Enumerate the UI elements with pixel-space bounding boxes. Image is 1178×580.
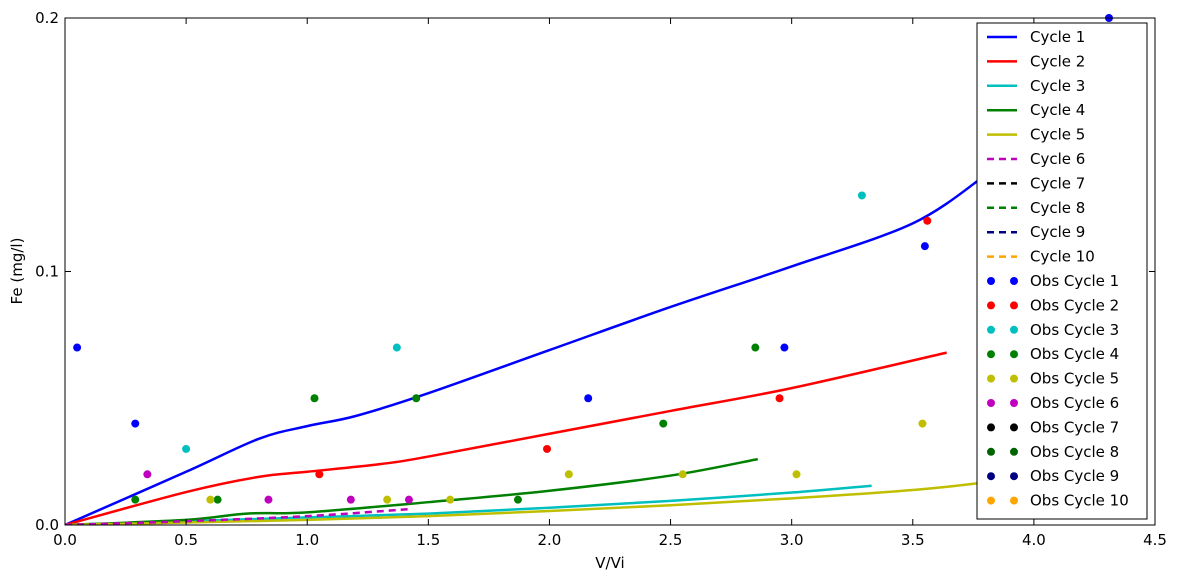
legend-label-obs-cycle-4: Obs Cycle 4 — [1030, 345, 1119, 363]
x-tick-label: 0.5 — [174, 531, 198, 549]
point-obs-cycle-6 — [404, 495, 413, 504]
x-tick-label: 2.5 — [659, 531, 683, 549]
point-obs-cycle-1 — [73, 343, 82, 352]
observations-layer — [73, 14, 1113, 504]
series-line-cycle-6 — [65, 507, 412, 525]
plot-background — [65, 18, 1155, 525]
point-obs-cycle-3 — [182, 444, 191, 453]
y-tick-label: 0.2 — [35, 9, 59, 27]
legend-label-obs-cycle-3: Obs Cycle 3 — [1030, 321, 1119, 339]
legend-swatch-obs-cycle-1 — [1010, 277, 1018, 285]
point-obs-cycle-1 — [780, 343, 789, 352]
point-obs-cycle-5 — [206, 495, 215, 504]
legend-swatch-obs-cycle-6 — [987, 399, 995, 407]
point-obs-cycle-2 — [923, 216, 932, 225]
point-obs-cycle-5 — [446, 495, 455, 504]
legend-label-cycle-6: Cycle 6 — [1030, 150, 1085, 168]
x-tick-label: 3.5 — [901, 531, 925, 549]
x-axis-label: V/Vi — [595, 554, 624, 572]
legend-swatch-obs-cycle-6 — [1010, 399, 1018, 407]
point-obs-cycle-4 — [751, 343, 760, 352]
point-obs-cycle-4 — [659, 419, 668, 428]
legend-label-cycle-7: Cycle 7 — [1030, 174, 1085, 192]
point-obs-cycle-6 — [346, 495, 355, 504]
x-tick-label: 0.0 — [53, 531, 77, 549]
legend-label-obs-cycle-6: Obs Cycle 6 — [1030, 394, 1119, 412]
legend-label-cycle-9: Cycle 9 — [1030, 223, 1085, 241]
legend-label-cycle-5: Cycle 5 — [1030, 126, 1085, 144]
point-obs-cycle-6 — [264, 495, 273, 504]
point-obs-cycle-1 — [920, 242, 929, 251]
legend-swatch-obs-cycle-8 — [1010, 447, 1018, 456]
legend-swatch-obs-cycle-4 — [1010, 350, 1018, 359]
point-obs-cycle-1 — [131, 419, 140, 428]
legend-label-cycle-8: Cycle 8 — [1030, 199, 1085, 217]
series-line-cycle-1 — [65, 174, 987, 525]
x-tick-label: 1.0 — [295, 531, 319, 549]
point-obs-cycle-5 — [564, 470, 573, 479]
point-obs-cycle-3 — [392, 343, 401, 352]
legend-swatch-obs-cycle-2 — [987, 301, 995, 310]
point-obs-cycle-4 — [131, 495, 140, 504]
legend-swatch-obs-cycle-3 — [1010, 325, 1018, 334]
point-obs-cycle-6 — [143, 470, 152, 479]
legend-label-cycle-4: Cycle 4 — [1030, 101, 1085, 119]
legend-label-obs-cycle-9: Obs Cycle 9 — [1030, 467, 1119, 485]
legend-label-obs-cycle-7: Obs Cycle 7 — [1030, 418, 1119, 436]
legend-swatch-obs-cycle-9 — [987, 472, 995, 481]
legend-label-obs-cycle-10: Obs Cycle 10 — [1030, 492, 1129, 510]
legend-swatch-obs-cycle-9 — [1010, 472, 1018, 481]
legend-swatch-obs-cycle-10 — [987, 496, 995, 505]
y-tick-label: 0.1 — [35, 263, 59, 281]
series-line-cycle-3 — [65, 484, 872, 525]
y-tick-label: 0.0 — [35, 516, 59, 534]
point-obs-cycle-2 — [543, 444, 552, 453]
point-obs-cycle-2 — [775, 394, 784, 403]
y-axis-label: Fe (mg/l) — [8, 238, 26, 305]
point-obs-cycle-1 — [584, 394, 593, 403]
point-obs-cycle-2 — [315, 470, 324, 479]
legend-label-cycle-1: Cycle 1 — [1030, 28, 1085, 46]
legend: Cycle 1 Cycle 2 Cycle 3 Cycle 4 Cycle 5 Cycle… — [976, 22, 1148, 520]
legend-swatch-obs-cycle-5 — [1010, 374, 1018, 383]
point-obs-cycle-4 — [310, 394, 319, 403]
point-obs-cycle-4 — [513, 495, 522, 504]
legend-frame — [976, 22, 1148, 520]
legend-swatch-obs-cycle-1 — [987, 277, 995, 285]
legend-label-cycle-2: Cycle 2 — [1030, 52, 1085, 70]
legend-swatch-obs-cycle-8 — [987, 447, 995, 456]
legend-label-obs-cycle-8: Obs Cycle 8 — [1030, 443, 1119, 461]
point-obs-cycle-3 — [857, 191, 866, 200]
legend-swatch-obs-cycle-2 — [1010, 301, 1018, 310]
legend-label-cycle-3: Cycle 3 — [1030, 77, 1085, 95]
point-obs-cycle-4 — [213, 495, 222, 504]
x-tick-label: 3.0 — [780, 531, 804, 549]
x-tick-label: 4.5 — [1143, 531, 1167, 549]
point-obs-cycle-5 — [792, 470, 801, 479]
legend-label-obs-cycle-5: Obs Cycle 5 — [1030, 370, 1119, 388]
axis-ticks: 0.0 0.5 1.0 1.5 2.0 2.5 3.0 3.5 4.0 4.5 0.0 0.1 0.2 — [35, 9, 1167, 549]
legend-swatch-obs-cycle-7 — [987, 423, 995, 432]
legend-swatch-obs-cycle-7 — [1010, 423, 1018, 432]
x-tick-label: 1.5 — [416, 531, 440, 549]
point-obs-cycle-5 — [678, 470, 687, 479]
point-obs-cycle-4 — [412, 394, 421, 403]
point-obs-cycle-5 — [383, 495, 392, 504]
series-line-cycle-2 — [65, 351, 947, 525]
legend-swatch-obs-cycle-4 — [987, 350, 995, 359]
x-tick-label: 2.0 — [538, 531, 562, 549]
legend-swatch-obs-cycle-5 — [987, 374, 995, 383]
x-tick-label: 4.0 — [1022, 531, 1046, 549]
legend-label-obs-cycle-1: Obs Cycle 1 — [1030, 272, 1119, 290]
series-line-cycle-5 — [65, 481, 986, 525]
legend-label-obs-cycle-2: Obs Cycle 2 — [1030, 296, 1119, 314]
legend-label-cycle-10: Cycle 10 — [1030, 248, 1095, 266]
point-obs-cycle-5 — [918, 419, 927, 428]
legend-swatch-obs-cycle-3 — [987, 325, 995, 334]
legend-swatch-obs-cycle-10 — [1010, 496, 1018, 505]
